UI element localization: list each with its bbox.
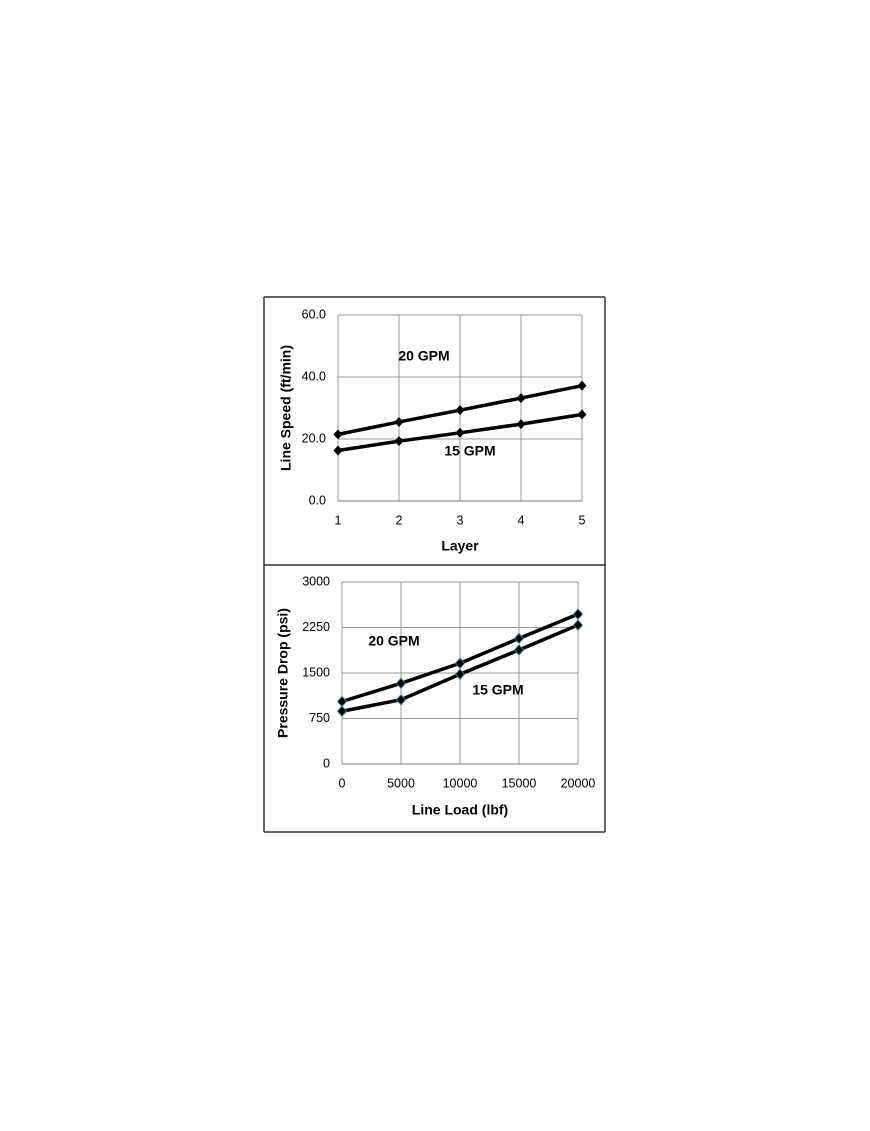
data-point — [513, 632, 525, 645]
data-point — [454, 657, 466, 670]
series-label: 20 GPM — [368, 633, 419, 649]
data-point — [394, 416, 404, 427]
data-point — [395, 693, 407, 706]
y-tick-label: 750 — [309, 711, 330, 725]
y-tick-label: 60.0 — [302, 307, 326, 321]
data-point — [572, 619, 584, 631]
x-axis-title: Line Load (lbf) — [412, 802, 508, 818]
data-point — [395, 677, 407, 690]
x-tick-label: 10000 — [443, 776, 478, 790]
x-tick-label: 20000 — [561, 776, 596, 790]
series-label: 15 GPM — [472, 682, 523, 698]
data-point — [333, 429, 343, 440]
y-tick-label: 0 — [323, 756, 330, 770]
x-tick-label: 3 — [457, 513, 464, 527]
data-point — [455, 405, 465, 416]
data-point — [516, 419, 526, 430]
x-tick-label: 5 — [579, 513, 586, 527]
y-tick-label: 3000 — [302, 574, 330, 588]
x-tick-label: 4 — [518, 513, 525, 527]
data-point — [394, 436, 404, 447]
y-axis-title: Pressure Drop (psi) — [275, 608, 291, 738]
x-tick-label: 5000 — [387, 776, 415, 790]
y-tick-label: 1500 — [302, 665, 330, 679]
data-point — [577, 409, 587, 420]
data-point — [333, 445, 343, 456]
y-axis-title: Line Speed (ft/min) — [278, 345, 294, 471]
x-axis-title: Layer — [441, 538, 479, 554]
data-point — [577, 380, 587, 391]
y-tick-label: 0.0 — [309, 493, 326, 507]
data-point — [455, 427, 465, 438]
data-point — [513, 644, 525, 656]
x-tick-label: 0 — [339, 776, 346, 790]
x-tick-label: 15000 — [502, 776, 537, 790]
x-tick-label: 1 — [335, 513, 342, 527]
data-point — [336, 705, 348, 717]
data-point — [336, 695, 348, 708]
y-tick-label: 20.0 — [302, 431, 326, 445]
y-tick-label: 40.0 — [302, 369, 326, 383]
data-point — [454, 668, 466, 680]
data-point — [516, 393, 526, 404]
series-label: 20 GPM — [398, 348, 449, 364]
data-point — [572, 608, 584, 620]
x-tick-label: 2 — [396, 513, 403, 527]
y-tick-label: 2250 — [302, 620, 330, 634]
series-label: 15 GPM — [444, 443, 495, 459]
